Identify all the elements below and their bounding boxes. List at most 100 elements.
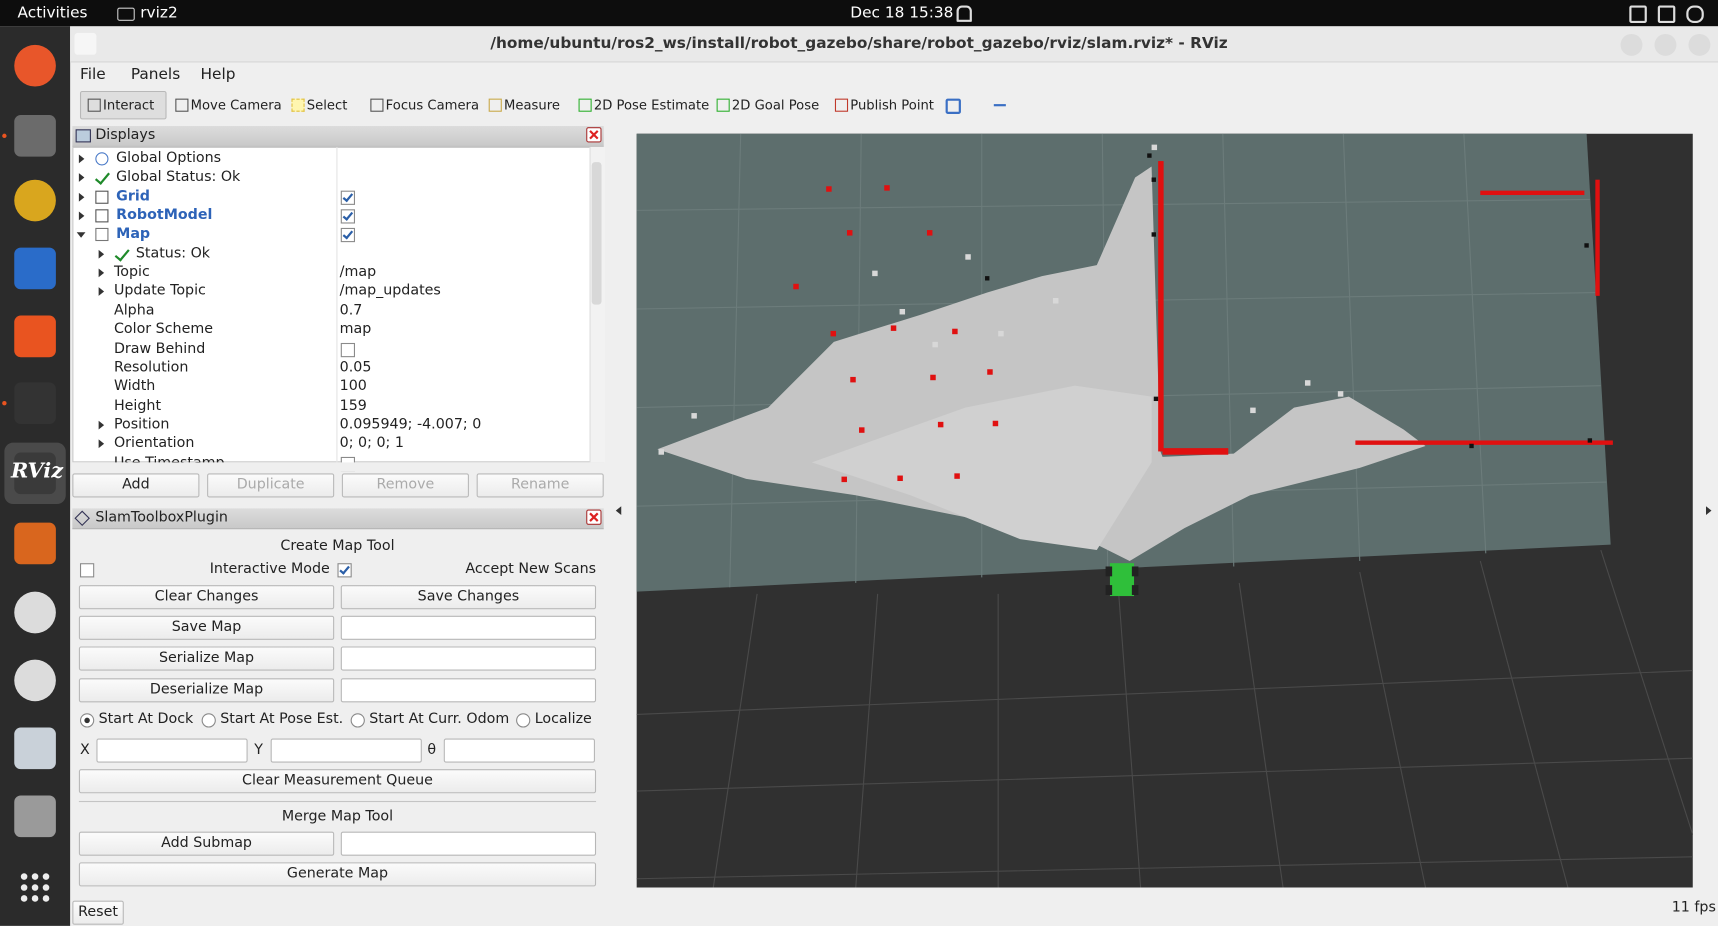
tree-checkbox[interactable]: [340, 209, 356, 224]
menu-item[interactable]: Panels: [130, 65, 181, 84]
apps-grid-dot[interactable]: [20, 884, 28, 891]
coord-label: θ: [427, 741, 437, 759]
dock-icon[interactable]: [14, 315, 56, 358]
tool-button[interactable]: Select: [306, 97, 348, 113]
app-name[interactable]: rviz2: [140, 4, 178, 22]
radio[interactable]: [516, 713, 531, 728]
action-button[interactable]: Generate Map: [78, 862, 597, 887]
dock-icon[interactable]: [14, 795, 56, 838]
radio[interactable]: [201, 713, 216, 728]
scroll-thumb[interactable]: [591, 162, 602, 305]
action-button[interactable]: Clear Measurement Queue: [78, 769, 597, 794]
coord-label: Y: [254, 741, 263, 759]
panel-close[interactable]: [586, 127, 602, 143]
tree-arrow[interactable]: [78, 173, 85, 183]
tool-remove[interactable]: [993, 104, 1006, 107]
tree-checkbox[interactable]: [340, 190, 356, 205]
clock[interactable]: Dec 18 15:38: [850, 4, 954, 22]
dock-icon[interactable]: [14, 591, 56, 634]
panel-button[interactable]: Rename: [476, 473, 604, 498]
window-min[interactable]: [1620, 33, 1643, 56]
tool-button[interactable]: Publish Point: [850, 97, 934, 113]
tree-checkbox[interactable]: [340, 228, 356, 243]
apps-grid-dot[interactable]: [42, 884, 50, 891]
panel-button[interactable]: Duplicate: [207, 473, 335, 498]
tool-button[interactable]: Measure: [504, 97, 560, 113]
tool-add[interactable]: [945, 98, 961, 114]
tree-arrow[interactable]: [78, 211, 85, 221]
dock-icon[interactable]: [14, 179, 56, 222]
dock-icon[interactable]: [14, 727, 56, 770]
tree-label: Map: [116, 226, 151, 243]
window-max[interactable]: [1654, 33, 1677, 56]
checkbox[interactable]: [79, 563, 95, 578]
dock-icon[interactable]: [14, 115, 56, 157]
tree-label: Topic: [113, 264, 150, 281]
apps-grid-dot[interactable]: [31, 873, 39, 880]
dock-icon[interactable]: [14, 452, 56, 495]
window-title: /home/ubuntu/ros2_ws/install/robot_gazeb…: [490, 35, 1228, 53]
apps-grid-dot[interactable]: [31, 895, 39, 902]
bell-icon[interactable]: [956, 5, 972, 22]
apps-grid-dot[interactable]: [20, 895, 28, 902]
left-collapse[interactable]: [615, 506, 622, 515]
dock-icon[interactable]: [14, 44, 56, 87]
action-button[interactable]: Save Map: [78, 615, 335, 641]
action-button[interactable]: Save Changes: [340, 585, 597, 610]
tree-arrow[interactable]: [78, 154, 85, 164]
text-field[interactable]: [340, 831, 597, 856]
apps-grid-dot[interactable]: [31, 884, 39, 891]
tray-icon[interactable]: [1657, 5, 1676, 24]
tray-icon[interactable]: [1629, 5, 1647, 24]
checkbox[interactable]: [337, 563, 352, 578]
apps-grid-dot[interactable]: [20, 873, 28, 880]
tree-value: 0; 0; 0; 1: [339, 435, 404, 452]
tree-arrow[interactable]: [98, 249, 105, 259]
tool-button[interactable]: Interact: [102, 97, 155, 113]
text-field[interactable]: [340, 677, 597, 702]
tree-value: /map: [339, 264, 377, 281]
panel-button[interactable]: Remove: [341, 473, 469, 498]
tree-arrow[interactable]: [98, 439, 105, 449]
text-field[interactable]: [340, 615, 597, 641]
coord-field[interactable]: [96, 738, 248, 763]
text-field[interactable]: [340, 646, 597, 671]
action-button[interactable]: Serialize Map: [78, 646, 335, 671]
tree-arrow[interactable]: [98, 287, 105, 297]
radio[interactable]: [79, 713, 95, 728]
tree-label: Resolution: [113, 359, 189, 376]
dock-icon[interactable]: [14, 247, 56, 290]
radio[interactable]: [350, 713, 365, 728]
right-collapse[interactable]: [1706, 506, 1712, 515]
coord-field[interactable]: [270, 738, 422, 763]
activities[interactable]: Activities: [17, 4, 88, 22]
tree-arrow[interactable]: [98, 420, 105, 430]
render-view[interactable]: [636, 133, 1693, 888]
tool-button[interactable]: Focus Camera: [385, 97, 480, 113]
reset-button[interactable]: Reset: [72, 900, 124, 925]
panel-button[interactable]: Add: [72, 473, 200, 498]
menu-item[interactable]: File: [79, 65, 106, 84]
menu-item[interactable]: Help: [200, 65, 236, 84]
laser-scan: [793, 161, 1613, 483]
apps-grid-dot[interactable]: [42, 895, 50, 902]
tree-arrow[interactable]: [76, 232, 86, 239]
apps-grid-dot[interactable]: [42, 873, 50, 880]
action-button[interactable]: Clear Changes: [78, 585, 335, 610]
tree-checkbox[interactable]: [340, 342, 356, 357]
action-button[interactable]: Deserialize Map: [78, 677, 335, 702]
tree-arrow[interactable]: [98, 268, 105, 278]
tool-button[interactable]: Move Camera: [190, 97, 282, 113]
panel-close[interactable]: [586, 509, 602, 525]
tool-button[interactable]: 2D Pose Estimate: [593, 97, 710, 113]
window-close[interactable]: [1688, 33, 1711, 56]
tree-arrow[interactable]: [78, 192, 85, 202]
dock-icon[interactable]: [14, 382, 56, 425]
coord-field[interactable]: [443, 738, 595, 763]
dock-icon[interactable]: [14, 522, 56, 565]
dock-icon[interactable]: [14, 659, 56, 702]
action-button[interactable]: Add Submap: [78, 831, 335, 856]
tool-button[interactable]: 2D Goal Pose: [731, 97, 820, 113]
tray-icon[interactable]: [1686, 5, 1704, 24]
